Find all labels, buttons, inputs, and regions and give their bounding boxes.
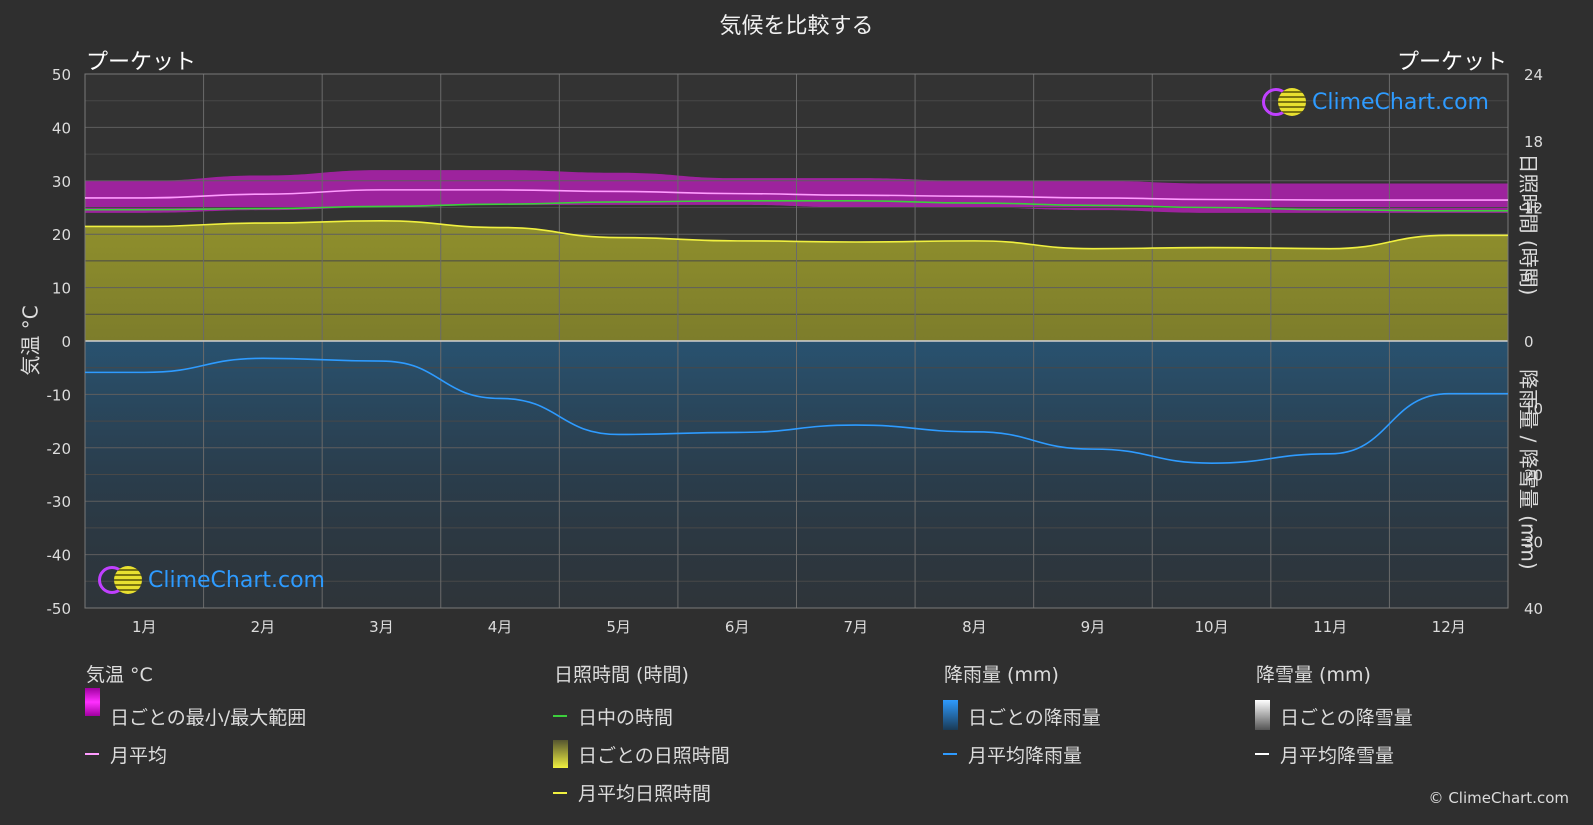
- legend-snow-daily-label: 日ごとの降雪量: [1280, 706, 1413, 729]
- y-tick-left: 10: [52, 280, 71, 298]
- y-tick-left: -50: [47, 600, 72, 618]
- legend-temp-range-swatch: [85, 688, 100, 716]
- x-tick-month: 11月: [1313, 618, 1347, 636]
- y-tick-left: 0: [61, 333, 71, 351]
- y-tick-right-sunshine: 6: [1524, 266, 1534, 284]
- x-tick-month: 8月: [962, 618, 987, 636]
- y-tick-right-sunshine: 12: [1524, 200, 1543, 218]
- y-tick-left: 30: [52, 173, 71, 191]
- y-tick-left: 40: [52, 119, 71, 137]
- y-tick-left: 50: [52, 66, 71, 84]
- plot-frame: [84, 73, 1509, 609]
- y-tick-right-sunshine: 18: [1524, 133, 1543, 151]
- legend-rain-swatch: [943, 700, 958, 730]
- x-tick-month: 5月: [606, 618, 631, 636]
- legend-snow-swatch: [1255, 700, 1270, 730]
- copyright: © ClimeChart.com: [1428, 789, 1569, 807]
- plot-area: 50 40 30 20 10 0 -10 -20 -30 -40 -50 24 18 12 6 0 10 20 30…: [47, 66, 1544, 636]
- x-tick-month: 2月: [251, 618, 276, 636]
- y-tick-right-sunshine: 0: [1524, 333, 1534, 351]
- x-tick-month: 10月: [1194, 618, 1228, 636]
- logo-top[interactable]: ClimeChart.com: [1262, 88, 1489, 116]
- y-tick-left: -30: [47, 493, 72, 511]
- x-tick-month: 6月: [725, 618, 750, 636]
- logo-text: ClimeChart.com: [148, 567, 325, 593]
- sunshine-avg-line: [85, 220, 1508, 250]
- temperature-avg-line: [85, 189, 1508, 201]
- chart-title: 気候を比較する: [719, 14, 874, 39]
- logo-bottom[interactable]: ClimeChart.com: [98, 566, 325, 594]
- legend-rain-avg-label: 月平均降雨量: [968, 744, 1083, 767]
- legend-temp-range-label: 日ごとの最小/最大範囲: [110, 706, 307, 729]
- location-right: プーケット: [1396, 50, 1507, 75]
- y-tick-right-precip: 40: [1524, 600, 1543, 618]
- legend-temperature: 気温 °C 日ごとの最小/最大範囲 月平均: [86, 660, 306, 777]
- x-tick-month: 12月: [1432, 618, 1466, 636]
- logo-sun-icon: [114, 566, 142, 594]
- location-left: プーケット: [86, 50, 197, 75]
- rain-avg-line: [84, 357, 1508, 464]
- y-axis-title-temperature: 気温 °C: [18, 305, 43, 376]
- y-tick-left: 20: [52, 226, 71, 244]
- legend-sunshine-title: 日照時間 (時間): [554, 664, 689, 686]
- legend-sunshine: 日照時間 (時間) 日中の時間 日ごとの日照時間 月平均日照時間: [554, 660, 730, 815]
- logo-text: ClimeChart.com: [1312, 89, 1489, 115]
- legend-daylight-label: 日中の時間: [578, 706, 674, 729]
- legend-snow-avg-label: 月平均降雪量: [1280, 744, 1395, 767]
- daylight-line: [85, 200, 1508, 212]
- legend-snow-title: 降雪量 (mm): [1256, 664, 1371, 686]
- x-tick-month: 7月: [844, 618, 869, 636]
- legend-rain-title: 降雨量 (mm): [944, 664, 1059, 686]
- legend-rain-daily-label: 日ごとの降雨量: [968, 706, 1101, 729]
- y-tick-right-precip: 30: [1524, 533, 1543, 551]
- y-axis-title-sunshine: 日照時間 (時間): [1516, 153, 1541, 296]
- legend-sunshine-daily-label: 日ごとの日照時間: [578, 744, 730, 767]
- legend-temp-avg-label: 月平均: [110, 744, 168, 767]
- x-tick-month: 9月: [1081, 618, 1106, 636]
- legend-swatches: [85, 688, 1270, 794]
- legend-temperature-title: 気温 °C: [86, 664, 153, 686]
- y-tick-right-precip: 10: [1524, 400, 1543, 418]
- x-tick-month: 4月: [488, 618, 513, 636]
- legend-sunshine-swatch: [553, 740, 568, 768]
- y-tick-left: -10: [47, 386, 72, 404]
- x-tick-month: 3月: [369, 618, 394, 636]
- x-tick-month: 1月: [132, 618, 157, 636]
- y-tick-left: -20: [47, 440, 72, 458]
- legend-sunshine-avg-label: 月平均日照時間: [578, 782, 712, 805]
- legend-rain: 降雨量 (mm) 日ごとの降雨量 月平均降雨量: [944, 660, 1101, 777]
- y-tick-left: -40: [47, 547, 72, 565]
- logo-sun-icon: [1278, 88, 1306, 116]
- y-tick-right-sunshine: 24: [1524, 66, 1543, 84]
- y-axis-title-precipitation: 降雨量 / 降雪量 (mm): [1516, 369, 1541, 570]
- legend-snow: 降雪量 (mm) 日ごとの降雪量 月平均降雪量: [1256, 660, 1413, 777]
- y-tick-right-precip: 20: [1524, 467, 1543, 485]
